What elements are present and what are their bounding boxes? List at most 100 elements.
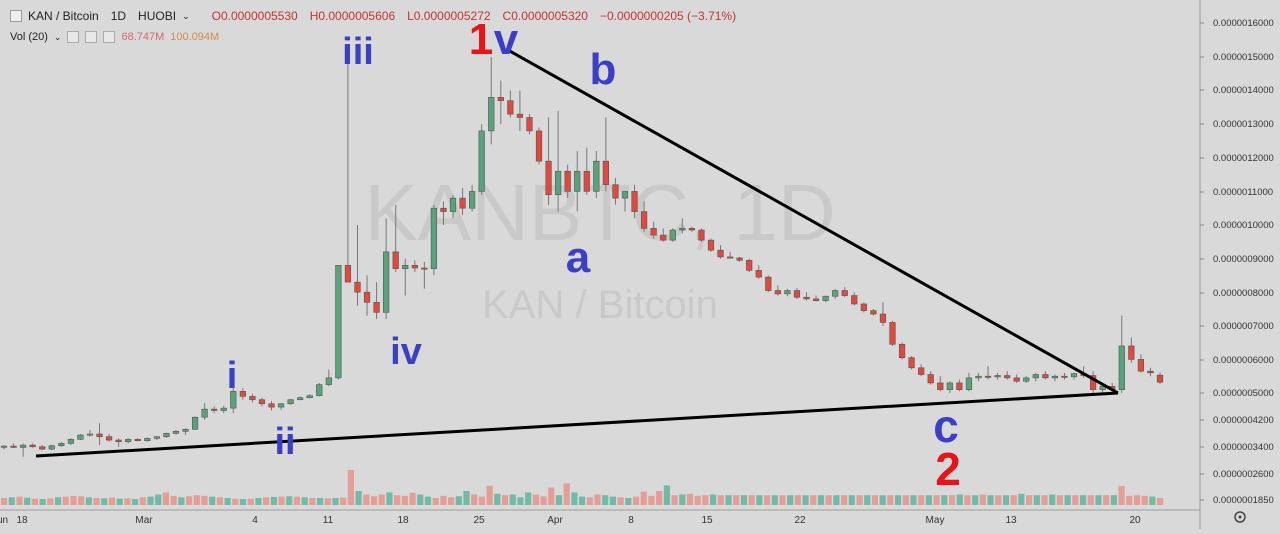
volume-bar [972, 495, 979, 505]
volume-bar [671, 495, 678, 505]
volume-bar [825, 495, 832, 505]
candle [77, 434, 84, 440]
candle [421, 267, 428, 270]
volume-bar [486, 485, 493, 505]
volume-bar [579, 496, 586, 505]
price-axis[interactable]: 0.0000016000 0.0000015000 0.0000014000 0.00… [1200, 18, 1274, 506]
eye-icon[interactable] [67, 31, 80, 43]
candle [574, 170, 581, 192]
volume-bar [463, 491, 470, 505]
candle [593, 160, 600, 192]
volume-bar [170, 495, 177, 505]
volume-bar [918, 495, 925, 505]
volume-bar [16, 496, 23, 505]
volume-bar [987, 495, 994, 505]
volume-bar [586, 497, 593, 505]
volume-bar [447, 497, 455, 505]
candle [10, 445, 17, 448]
interval[interactable]: 1D [110, 9, 127, 23]
chevron-down-icon[interactable]: ⌄ [53, 31, 62, 42]
candle [478, 130, 485, 192]
volume-bar [255, 498, 262, 505]
x-tick-label: 4 [252, 515, 258, 526]
volume-bar [1110, 495, 1117, 505]
candle [908, 357, 915, 369]
exchange[interactable]: HUOBI [138, 9, 177, 23]
x-tick-label: 25 [473, 515, 485, 526]
candle [679, 228, 686, 231]
chevron-down-icon[interactable]: ⌄ [182, 10, 190, 21]
volume-bar [740, 495, 748, 505]
volume-bar [286, 496, 293, 505]
candle [440, 207, 447, 212]
volume-bar [717, 495, 724, 505]
volume-bar [139, 497, 146, 505]
candle [918, 367, 925, 375]
volume-bar [363, 494, 370, 505]
volume-bar [679, 494, 686, 505]
settings-icon[interactable] [85, 31, 98, 43]
volume-bar [101, 498, 108, 505]
volume-bar [802, 495, 809, 505]
volume-bar [1056, 495, 1064, 505]
volume-bar [1103, 495, 1110, 505]
volume-bar [925, 495, 932, 505]
volume-bar [609, 496, 617, 505]
volume-bar [733, 495, 740, 505]
candle [1090, 375, 1097, 390]
candle [621, 191, 629, 199]
volume-bar [648, 495, 655, 505]
watermark-line1: KANBTC, 1D [364, 168, 835, 257]
candle [555, 170, 562, 196]
x-tick-label: Mar [135, 515, 153, 526]
candle [392, 251, 399, 269]
wave-2: 2 [935, 443, 961, 495]
volume-bar [563, 483, 570, 505]
volume-bar [116, 498, 123, 505]
collapse-icon[interactable] [10, 10, 22, 22]
volume-bar [47, 498, 54, 505]
volume-bar [1, 498, 8, 505]
volume-bar [748, 495, 755, 505]
candle [449, 197, 457, 212]
candle [545, 160, 552, 196]
close-value: C0.0000005320 [502, 9, 588, 23]
settings-gear-icon[interactable] [1234, 511, 1246, 523]
close-icon[interactable] [103, 31, 116, 43]
volume-bar [794, 495, 801, 505]
volume-bar [386, 492, 393, 505]
candle [182, 428, 189, 432]
volume-bar [555, 495, 563, 505]
candle [1147, 370, 1154, 374]
volume-bar [501, 495, 509, 505]
wave-b: b [590, 45, 617, 94]
volume-bar [656, 491, 663, 505]
volume-label[interactable]: Vol (20) [10, 31, 48, 43]
time-axis[interactable]: 18 Mar 4 11 18 25 Apr 8 15 22 May 13 20 Jun [0, 515, 1141, 526]
candle [277, 403, 285, 408]
volume-bar [1002, 495, 1010, 505]
volume-bar [848, 495, 855, 505]
candle [669, 229, 676, 241]
candle [67, 439, 74, 444]
volume-bar [964, 495, 971, 505]
x-tick-label: 18 [397, 515, 409, 526]
candle [812, 298, 820, 301]
candle [430, 207, 438, 269]
volume-bar [1041, 495, 1048, 505]
candle [946, 382, 953, 390]
volume-bar [632, 496, 640, 505]
symbol-name[interactable]: KAN / Bitcoin [28, 9, 99, 23]
candle [459, 197, 466, 209]
candle [163, 433, 170, 437]
wave-labels: i ii iii iv 1 v a b c 2 [227, 15, 961, 495]
x-tick-label: Apr [547, 515, 563, 526]
candle [1070, 373, 1078, 378]
candle [20, 444, 27, 448]
volume-bar [239, 499, 247, 505]
volume-bar [1087, 495, 1094, 505]
volume-bar [70, 495, 77, 505]
volume-bar [910, 495, 917, 505]
